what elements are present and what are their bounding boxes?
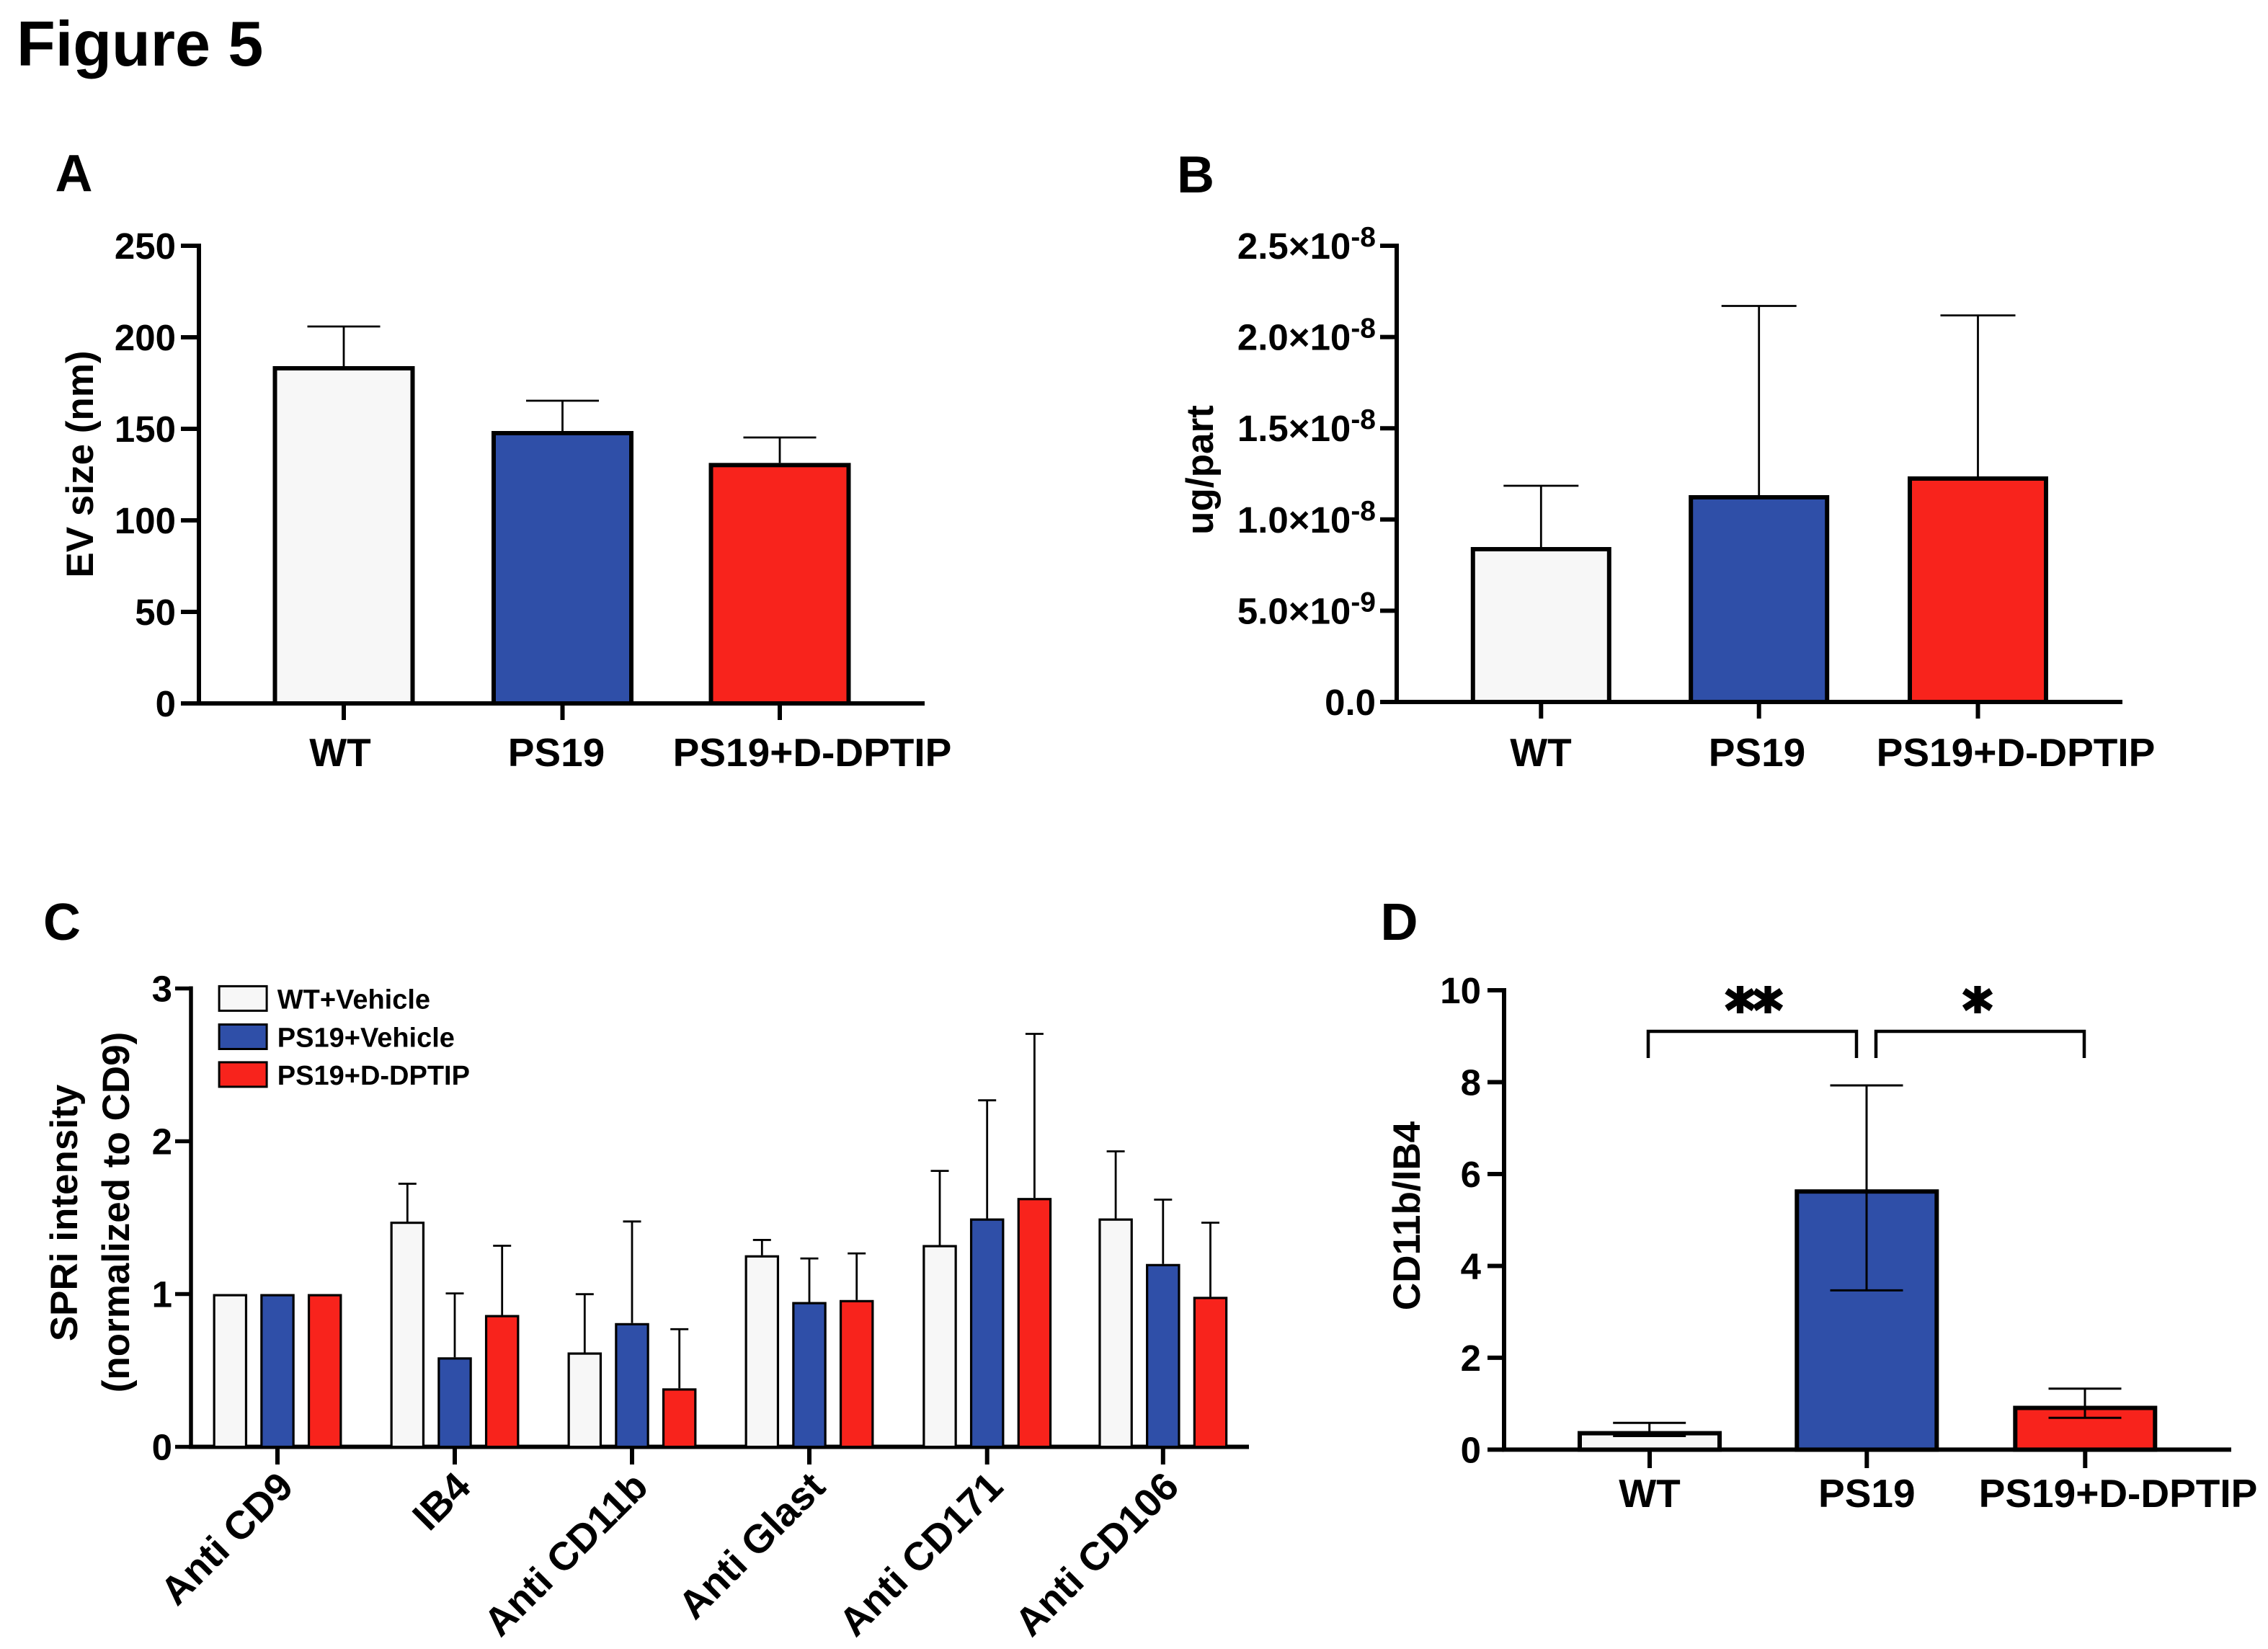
svg-text:0: 0 [156, 683, 176, 724]
svg-text:150: 150 [115, 409, 176, 450]
svg-text:WT: WT [1619, 1471, 1681, 1516]
svg-text:100: 100 [115, 500, 176, 541]
svg-text:50: 50 [135, 592, 176, 633]
svg-text:6: 6 [1461, 1154, 1481, 1195]
svg-text:PS19+D-DPTIP: PS19+D-DPTIP [1877, 730, 2156, 775]
svg-text:CD11b/IB4: CD11b/IB4 [1386, 1121, 1428, 1310]
svg-text:4: 4 [1461, 1245, 1482, 1286]
svg-text:ug/part: ug/part [1179, 405, 1222, 535]
svg-text:PS19: PS19 [508, 730, 605, 775]
svg-text:200: 200 [115, 317, 176, 358]
svg-text:8: 8 [1461, 1062, 1481, 1103]
svg-text:Figure 5: Figure 5 [17, 8, 263, 79]
svg-text:SPRi intensity: SPRi intensity [43, 1084, 86, 1341]
svg-text:10: 10 [1440, 970, 1481, 1011]
svg-text:PS19+D-DPTIP: PS19+D-DPTIP [673, 730, 952, 775]
svg-text:1: 1 [152, 1274, 172, 1315]
svg-text:PS19: PS19 [1709, 730, 1806, 775]
svg-text:WT+Vehicle: WT+Vehicle [277, 984, 430, 1015]
svg-text:WT: WT [1510, 730, 1572, 775]
svg-text:0: 0 [152, 1427, 172, 1468]
svg-text:250: 250 [115, 226, 176, 267]
svg-text:PS19+D-DPTIP: PS19+D-DPTIP [1979, 1471, 2258, 1516]
svg-text:2: 2 [152, 1121, 172, 1163]
svg-text:EV size (nm): EV size (nm) [59, 350, 102, 577]
svg-text:(normalized to CD9): (normalized to CD9) [95, 1032, 138, 1393]
svg-text:PS19+D-DPTIP: PS19+D-DPTIP [277, 1061, 470, 1091]
svg-text:2: 2 [1461, 1338, 1481, 1379]
svg-text:PS19+Vehicle: PS19+Vehicle [277, 1023, 455, 1054]
svg-text:WT: WT [309, 730, 371, 775]
svg-text:3: 3 [152, 969, 172, 1010]
svg-text:B: B [1177, 146, 1214, 204]
svg-text:A: A [55, 145, 93, 203]
svg-text:D: D [1381, 894, 1418, 951]
svg-text:0: 0 [1461, 1429, 1481, 1470]
svg-text:C: C [43, 894, 81, 951]
svg-text:PS19: PS19 [1818, 1471, 1916, 1516]
svg-text:0.0: 0.0 [1325, 682, 1376, 723]
